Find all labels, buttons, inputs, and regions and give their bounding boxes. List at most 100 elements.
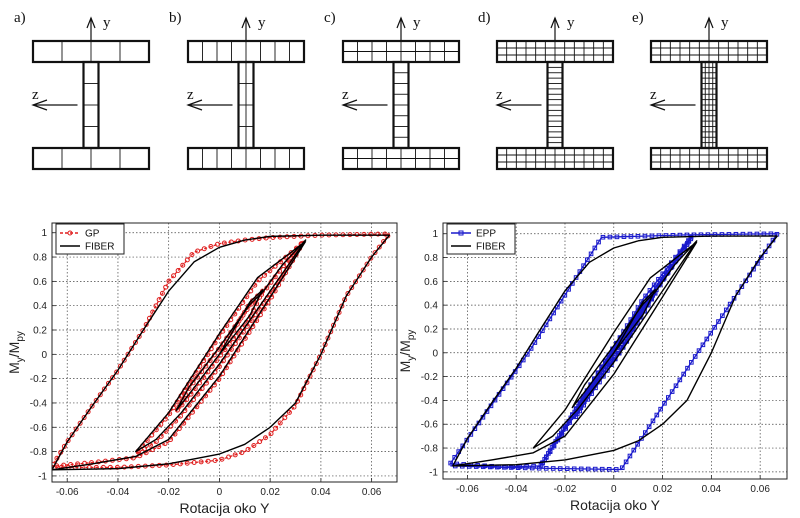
legend-marker (67, 230, 73, 236)
x-axis-label: Rotacija oko Y (179, 500, 270, 516)
data-point-epp (585, 466, 591, 472)
web (82, 60, 100, 150)
y-axis-label: y (413, 15, 421, 31)
data-point-gp (368, 255, 374, 261)
data-point-epp (557, 433, 562, 438)
data-point-epp (686, 238, 691, 243)
data-point-epp (606, 466, 612, 472)
data-point-gp (331, 322, 337, 328)
x-tick-label: 0.02 (260, 487, 280, 498)
data-point-gp (201, 246, 207, 252)
panel-label: e) (632, 10, 644, 26)
data-point-epp (571, 466, 577, 472)
y-axis-label-part: /M (397, 340, 413, 356)
data-point-epp (578, 466, 584, 472)
x-tick-label: 0.04 (311, 487, 331, 498)
data-point-epp (723, 307, 729, 313)
data-point-gp (191, 460, 197, 466)
y-axis-label-part: y (15, 357, 26, 362)
x-tick-label: 0.04 (702, 484, 722, 495)
data-point-epp (540, 328, 545, 334)
x-tick-label: -0.06 (56, 487, 79, 498)
y-axis-label: y (258, 15, 266, 31)
web (237, 60, 255, 150)
z-axis-label: z (496, 87, 503, 103)
plot-area (52, 223, 397, 482)
data-point-epp (638, 314, 644, 320)
x-tick-label: -0.04 (107, 487, 130, 498)
data-point-epp (560, 427, 566, 432)
data-point-gp (381, 239, 387, 245)
web (546, 60, 564, 150)
x-axis-label: Rotacija oko Y (570, 497, 661, 513)
data-point-epp (543, 466, 549, 471)
series-layer (448, 231, 780, 472)
data-point-gp (277, 420, 283, 426)
y-axis-label: My/Mpy (6, 331, 26, 374)
arrowhead-icon (550, 16, 560, 29)
data-point-gp (121, 357, 127, 363)
y-tick-label: -0.8 (30, 447, 48, 458)
chart-1: -0.06 -0.04 -0.02 0 0.02 0.04 0.06 -1 -0.8 -0.6 -0… (6, 222, 398, 516)
data-point-epp (704, 336, 710, 342)
data-point-gp (319, 348, 325, 354)
data-point-epp (735, 290, 741, 295)
data-point-gp (195, 248, 201, 254)
data-point-gp (316, 354, 322, 360)
data-point-epp (681, 371, 686, 377)
data-point-gp (184, 257, 190, 263)
series-line-gp (135, 240, 304, 455)
data-point-epp (681, 246, 686, 252)
data-point-epp (634, 316, 640, 322)
y-tick-label: -0.4 (421, 396, 439, 407)
data-point-gp (163, 462, 169, 468)
data-point-epp (599, 466, 605, 472)
y-axis-label-part: py (15, 331, 26, 342)
data-point-gp (159, 290, 165, 296)
data-point-gp (376, 244, 382, 250)
z-axis-label: z (32, 87, 39, 103)
data-point-gp (282, 415, 288, 421)
data-point-gp (85, 409, 91, 415)
data-point-epp (591, 380, 597, 386)
data-point-epp (662, 401, 667, 406)
x-tick-label: -0.02 (157, 487, 180, 498)
data-point-gp (129, 345, 135, 351)
arrowhead-icon (86, 16, 96, 29)
data-point-gp (286, 409, 292, 415)
data-point-gp (110, 375, 116, 381)
arrowhead-icon (704, 16, 714, 29)
data-point-epp (708, 330, 713, 336)
x-tick-label: 0 (611, 484, 617, 495)
x-tick-label: -0.04 (505, 484, 528, 495)
data-point-gp (130, 455, 136, 461)
y-axis-label-part: M (397, 361, 413, 373)
data-point-epp (685, 365, 690, 371)
section-panel-e: e) y z (632, 10, 769, 171)
data-point-gp (136, 334, 142, 340)
data-point-gp (360, 267, 366, 273)
data-point-epp (739, 284, 745, 289)
data-point-gp (349, 285, 355, 291)
data-point-epp (572, 409, 577, 415)
y-axis-label: y (103, 15, 111, 31)
legend-marker (458, 230, 464, 236)
data-point-gp (353, 279, 359, 285)
data-point-gp (226, 454, 232, 460)
data-point-epp (584, 392, 589, 397)
data-point-epp (628, 234, 634, 239)
series-line-fiber (532, 240, 698, 449)
data-point-gp (251, 443, 257, 449)
y-tick-label: 0.4 (33, 301, 47, 312)
data-point-epp (666, 395, 671, 400)
y-tick-label: 0.2 (424, 324, 438, 335)
data-point-gp (356, 273, 362, 279)
data-point-epp (592, 245, 598, 251)
arrowhead-icon (495, 99, 512, 111)
data-point-gp (328, 329, 334, 335)
arrowhead-icon (241, 16, 251, 29)
data-point-gp (375, 231, 381, 237)
data-point-gp (333, 316, 339, 322)
legend-label-fiber: FIBER (85, 242, 114, 253)
